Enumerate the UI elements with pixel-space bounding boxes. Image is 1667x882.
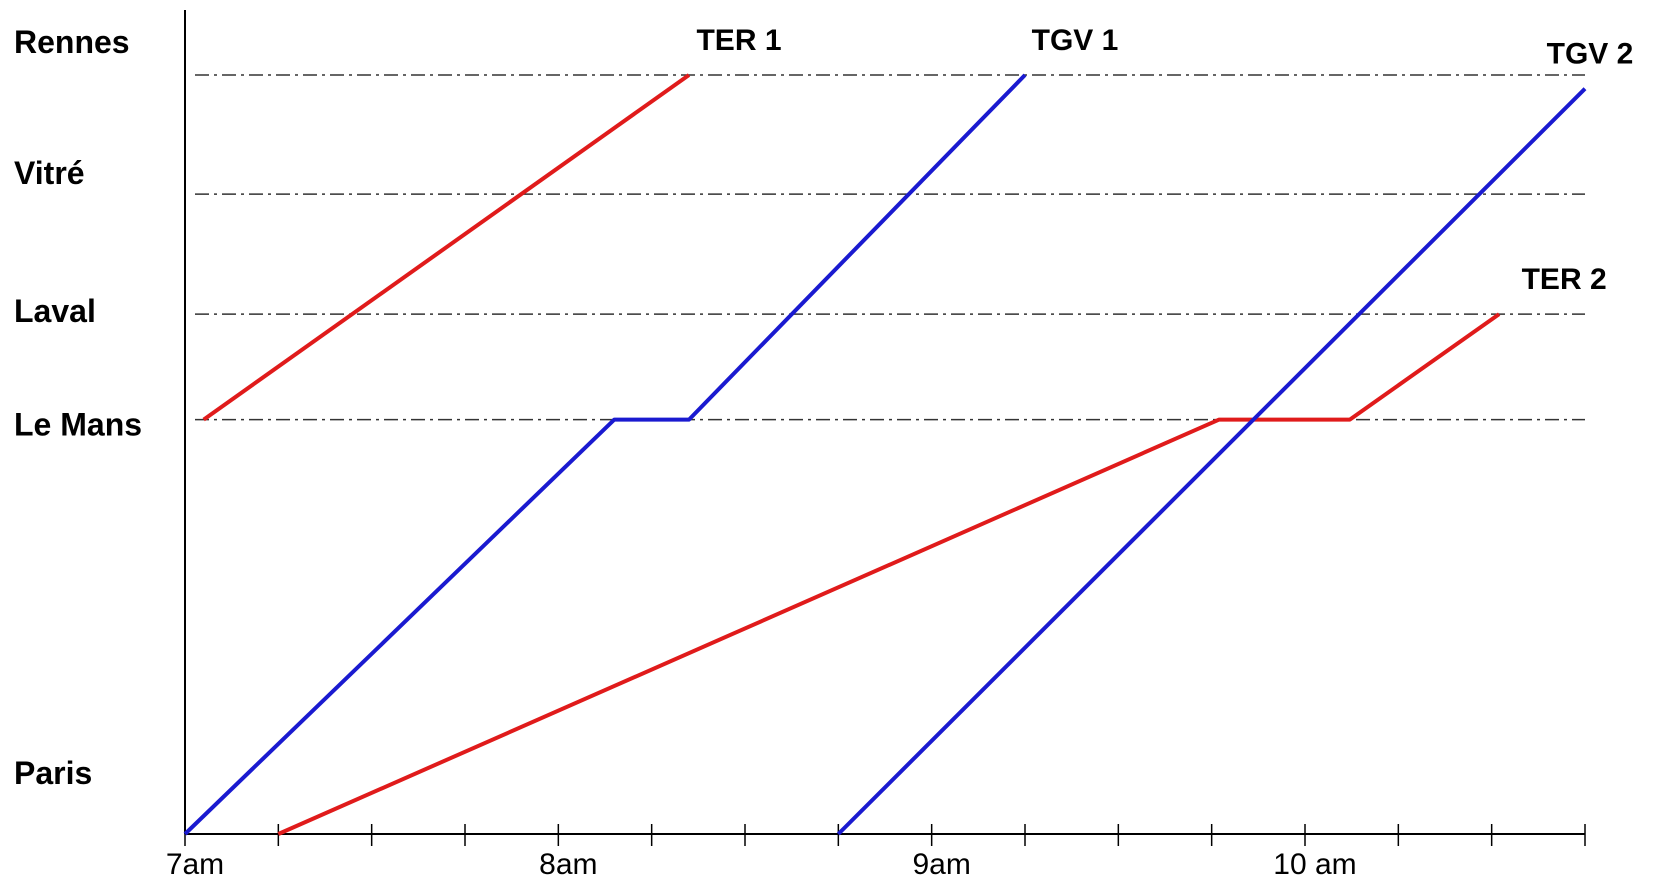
train-path <box>836 87 1587 836</box>
station-labels: Rennes Vitré Laval Le Mans Paris <box>14 24 142 791</box>
train-path <box>277 312 1501 836</box>
station-label: Vitré <box>14 155 85 191</box>
train-label: TER 1 <box>696 24 781 57</box>
x-tick-label: 7am <box>166 848 224 881</box>
station-label: Le Mans <box>14 407 142 443</box>
station-label: Rennes <box>14 24 130 60</box>
x-tick-label: 8am <box>539 848 597 881</box>
train-path <box>183 73 1027 836</box>
x-tick-label: 10 am <box>1273 848 1356 881</box>
station-gridlines <box>195 74 1585 421</box>
train-label: TGV 1 <box>1032 24 1119 57</box>
x-tick-label: 9am <box>912 848 970 881</box>
station-label: Paris <box>14 755 92 791</box>
x-axis-ticks: 7am 8am 9am 10 am <box>166 824 1586 881</box>
train-labels: TER 1 TGV 1 TER 2 TGV 2 <box>696 24 1633 296</box>
train-label: TGV 2 <box>1547 38 1634 71</box>
train-label: TER 2 <box>1522 263 1607 296</box>
station-label: Laval <box>14 293 96 329</box>
train-path <box>202 73 691 422</box>
train-paths <box>183 73 1587 836</box>
